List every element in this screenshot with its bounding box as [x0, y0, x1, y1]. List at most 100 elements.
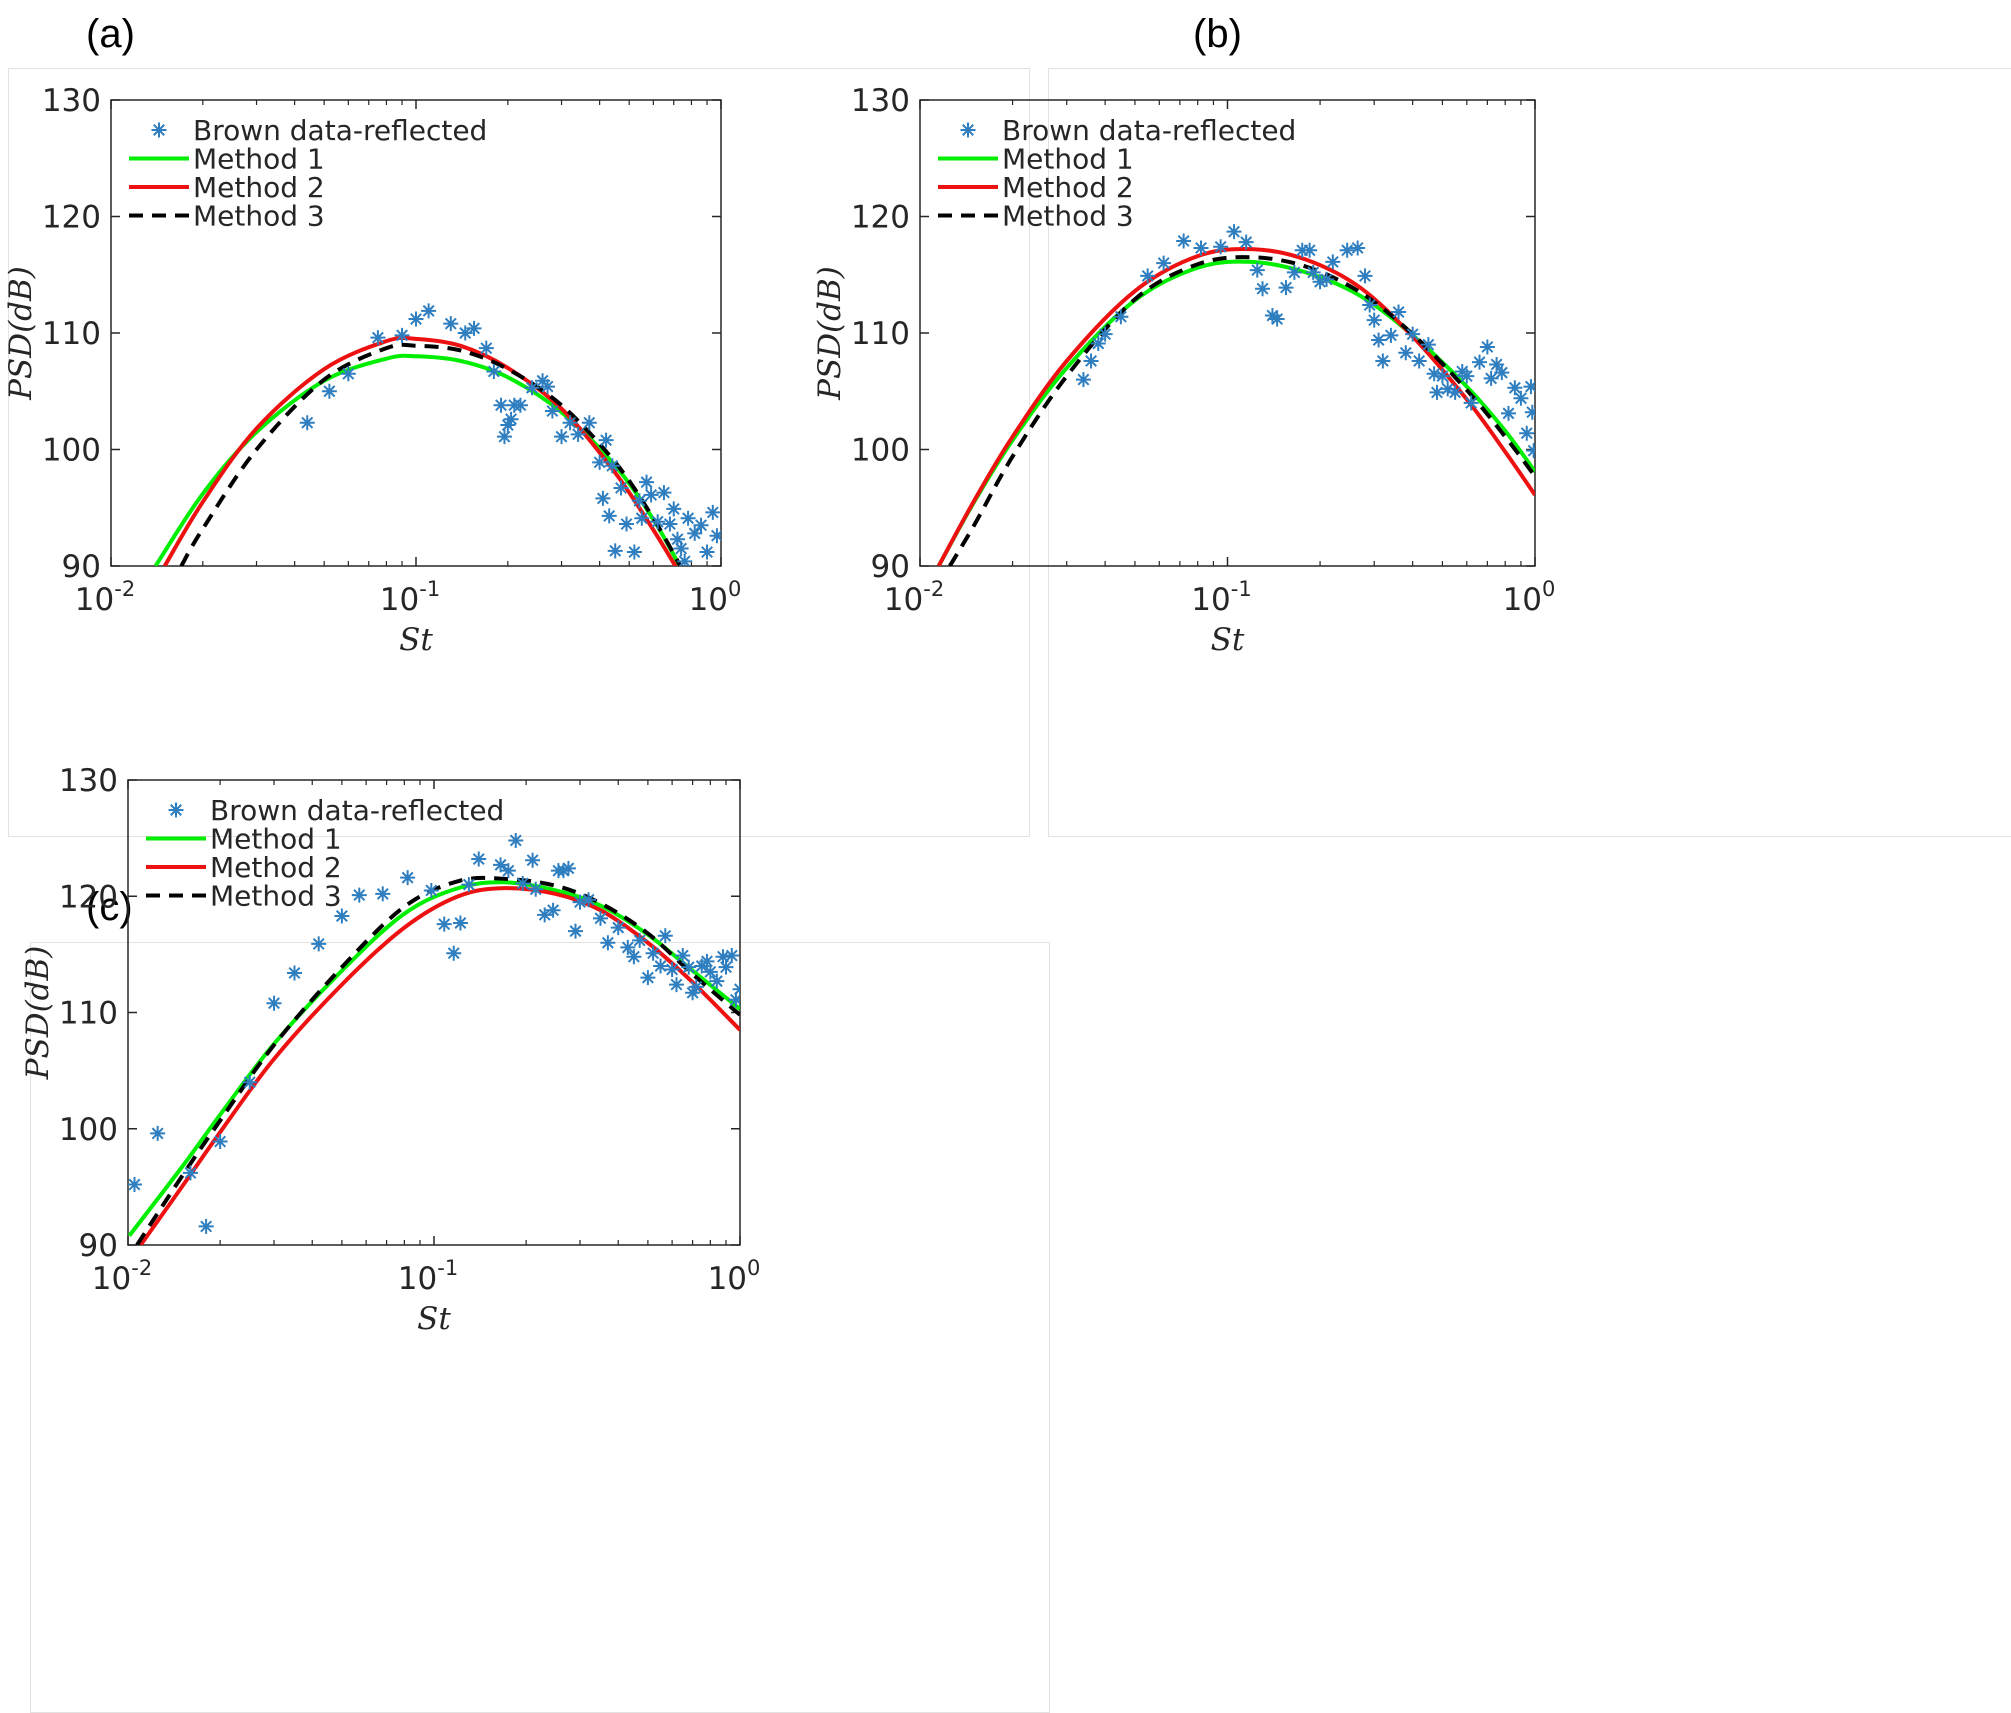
scatter-point — [1519, 425, 1535, 441]
scatter-point — [1513, 390, 1529, 406]
scatter-point — [1325, 254, 1341, 270]
scatter-point — [500, 417, 516, 433]
scatter-point — [687, 525, 703, 541]
y-tick-label: 110 — [851, 316, 910, 352]
scatter-point — [266, 995, 282, 1011]
scatter-point — [592, 910, 608, 926]
y-tick-label: 100 — [59, 1112, 118, 1148]
y-tick-label: 130 — [59, 763, 118, 799]
scatter-point — [1383, 327, 1399, 343]
scatter-point — [1255, 281, 1271, 297]
scatter-point — [650, 514, 666, 530]
scatter-point — [632, 932, 648, 948]
scatter-point — [1524, 404, 1535, 420]
y-tick-label: 120 — [42, 200, 101, 236]
scatter-point — [619, 516, 635, 532]
scatter-point — [728, 992, 740, 1008]
scatter-point — [394, 327, 410, 343]
scatter-point — [151, 122, 167, 138]
scatter-point — [351, 887, 367, 903]
scatter-point — [1305, 264, 1321, 280]
scatter-point — [1357, 268, 1373, 284]
series-line-method-3 — [135, 875, 740, 1245]
scatter-point — [370, 330, 386, 346]
scatter-point — [540, 379, 556, 395]
scatter-point — [512, 397, 528, 413]
scatter-point — [662, 516, 678, 532]
scatter-point — [515, 875, 531, 891]
scatter-point — [601, 508, 617, 524]
scatter-point — [1494, 365, 1510, 381]
scatter-point — [1420, 337, 1436, 353]
scatter-point — [598, 432, 614, 448]
scatter-point — [150, 1125, 166, 1141]
scatter-point — [1440, 381, 1456, 397]
x-tick-label: 100 — [1503, 577, 1556, 618]
scatter-point — [702, 964, 718, 980]
scatter-point — [1391, 304, 1407, 320]
scatter-point — [664, 961, 680, 977]
scatter-point — [709, 973, 725, 989]
y-tick-label: 120 — [59, 879, 118, 915]
scatter-point — [1249, 262, 1265, 278]
scatter-point — [666, 501, 682, 517]
scatter-point — [1463, 395, 1479, 411]
scatter-point — [562, 415, 578, 431]
scatter-point — [457, 325, 473, 341]
chart-c: 90 100 110 120 130 10-2 10-1 100 St PSD(dB) Brown … — [20, 763, 761, 1337]
scatter-point — [1426, 366, 1442, 382]
series-group — [153, 303, 721, 566]
scatter-point — [657, 928, 673, 944]
scatter-point — [620, 939, 636, 955]
scatter-point — [461, 877, 477, 893]
y-tick-label: 90 — [62, 549, 101, 585]
scatter-point — [592, 454, 608, 470]
scatter-point — [1213, 239, 1229, 255]
scatter-point — [1375, 353, 1391, 369]
legend-entry: Method 2 — [210, 851, 342, 884]
scatter-point — [675, 948, 691, 964]
scatter-point — [486, 363, 502, 379]
scatter-point — [436, 916, 452, 932]
scatter-point — [643, 487, 659, 503]
scatter-point — [321, 383, 337, 399]
legend-entry: Method 1 — [1002, 143, 1134, 176]
series-group — [128, 832, 740, 1245]
y-tick-label: 130 — [851, 83, 910, 119]
scatter-point — [1411, 353, 1427, 369]
y-tick-label: 110 — [42, 316, 101, 352]
scatter-point — [508, 832, 524, 848]
scatter-point — [334, 908, 350, 924]
scatter-point — [1339, 242, 1355, 258]
scatter-point — [1483, 370, 1499, 386]
scatter-point — [1526, 443, 1535, 459]
scatter-point — [724, 948, 740, 964]
scatter-point — [613, 480, 629, 496]
scatter-point — [299, 415, 315, 431]
y-axis-label: PSD(dB) — [3, 266, 39, 401]
x-tick-label: 100 — [708, 1256, 761, 1297]
scatter-point — [528, 881, 544, 897]
scatter-point — [471, 851, 487, 867]
scatter-point — [1238, 234, 1254, 250]
legend-entry: Method 2 — [193, 171, 325, 204]
scatter-point — [503, 411, 519, 427]
scatter-point — [1302, 242, 1318, 258]
legend-entry: Brown data-reflected — [1002, 114, 1296, 147]
scatter-point — [242, 1074, 258, 1090]
scatter-point — [685, 985, 701, 1001]
series-group — [936, 224, 1535, 566]
scatter-point — [537, 907, 553, 923]
scatter-point — [1398, 345, 1414, 361]
scatter-point — [1366, 312, 1382, 328]
scatter-point — [1429, 384, 1445, 400]
scatter-point — [1459, 368, 1475, 384]
x-axis-label: St — [417, 1301, 451, 1337]
x-tick-label: 10-1 — [1191, 577, 1251, 618]
scatter-point — [639, 474, 655, 490]
scatter-point — [595, 490, 611, 506]
panel-label-b: (b) — [1193, 12, 1242, 56]
scatter-point — [656, 485, 672, 501]
